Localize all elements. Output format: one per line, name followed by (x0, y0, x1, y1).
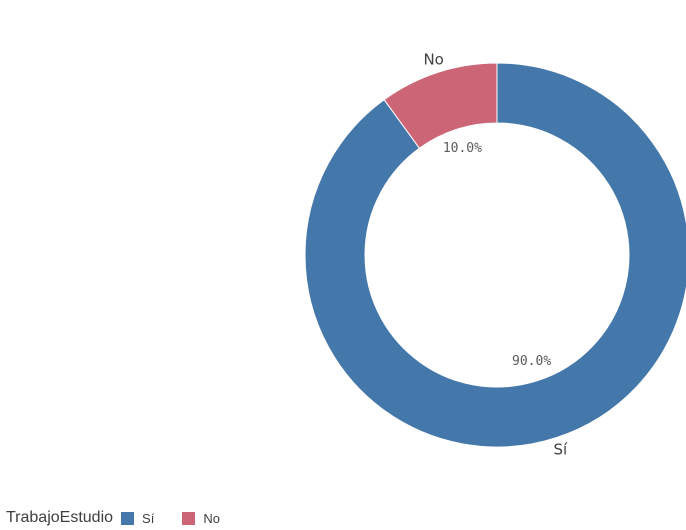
legend-title: TrabajoEstudio (6, 509, 114, 526)
legend-item-no[interactable]: No (182, 511, 220, 526)
legend-item-si[interactable]: Sí (121, 511, 154, 526)
labels: 90.0% Sí 10.0% No (423, 51, 568, 459)
legend-swatch-si (121, 511, 135, 525)
pct-label-no: 10.0% (443, 141, 482, 156)
slice-label-no: No (423, 51, 443, 69)
donut-chart: 90.0% Sí 10.0% No (304, 51, 686, 459)
legend-label-si: Sí (142, 510, 155, 526)
slices (304, 62, 686, 448)
pct-label-si: 90.0% (512, 354, 551, 369)
legend-swatch-no (182, 511, 196, 525)
legend-label-no: No (203, 510, 220, 526)
slice-si[interactable] (304, 62, 686, 448)
slice-no[interactable] (383, 62, 498, 149)
slice-label-si: Sí (553, 440, 568, 458)
legend: TrabajoEstudio Sí No (6, 506, 248, 530)
